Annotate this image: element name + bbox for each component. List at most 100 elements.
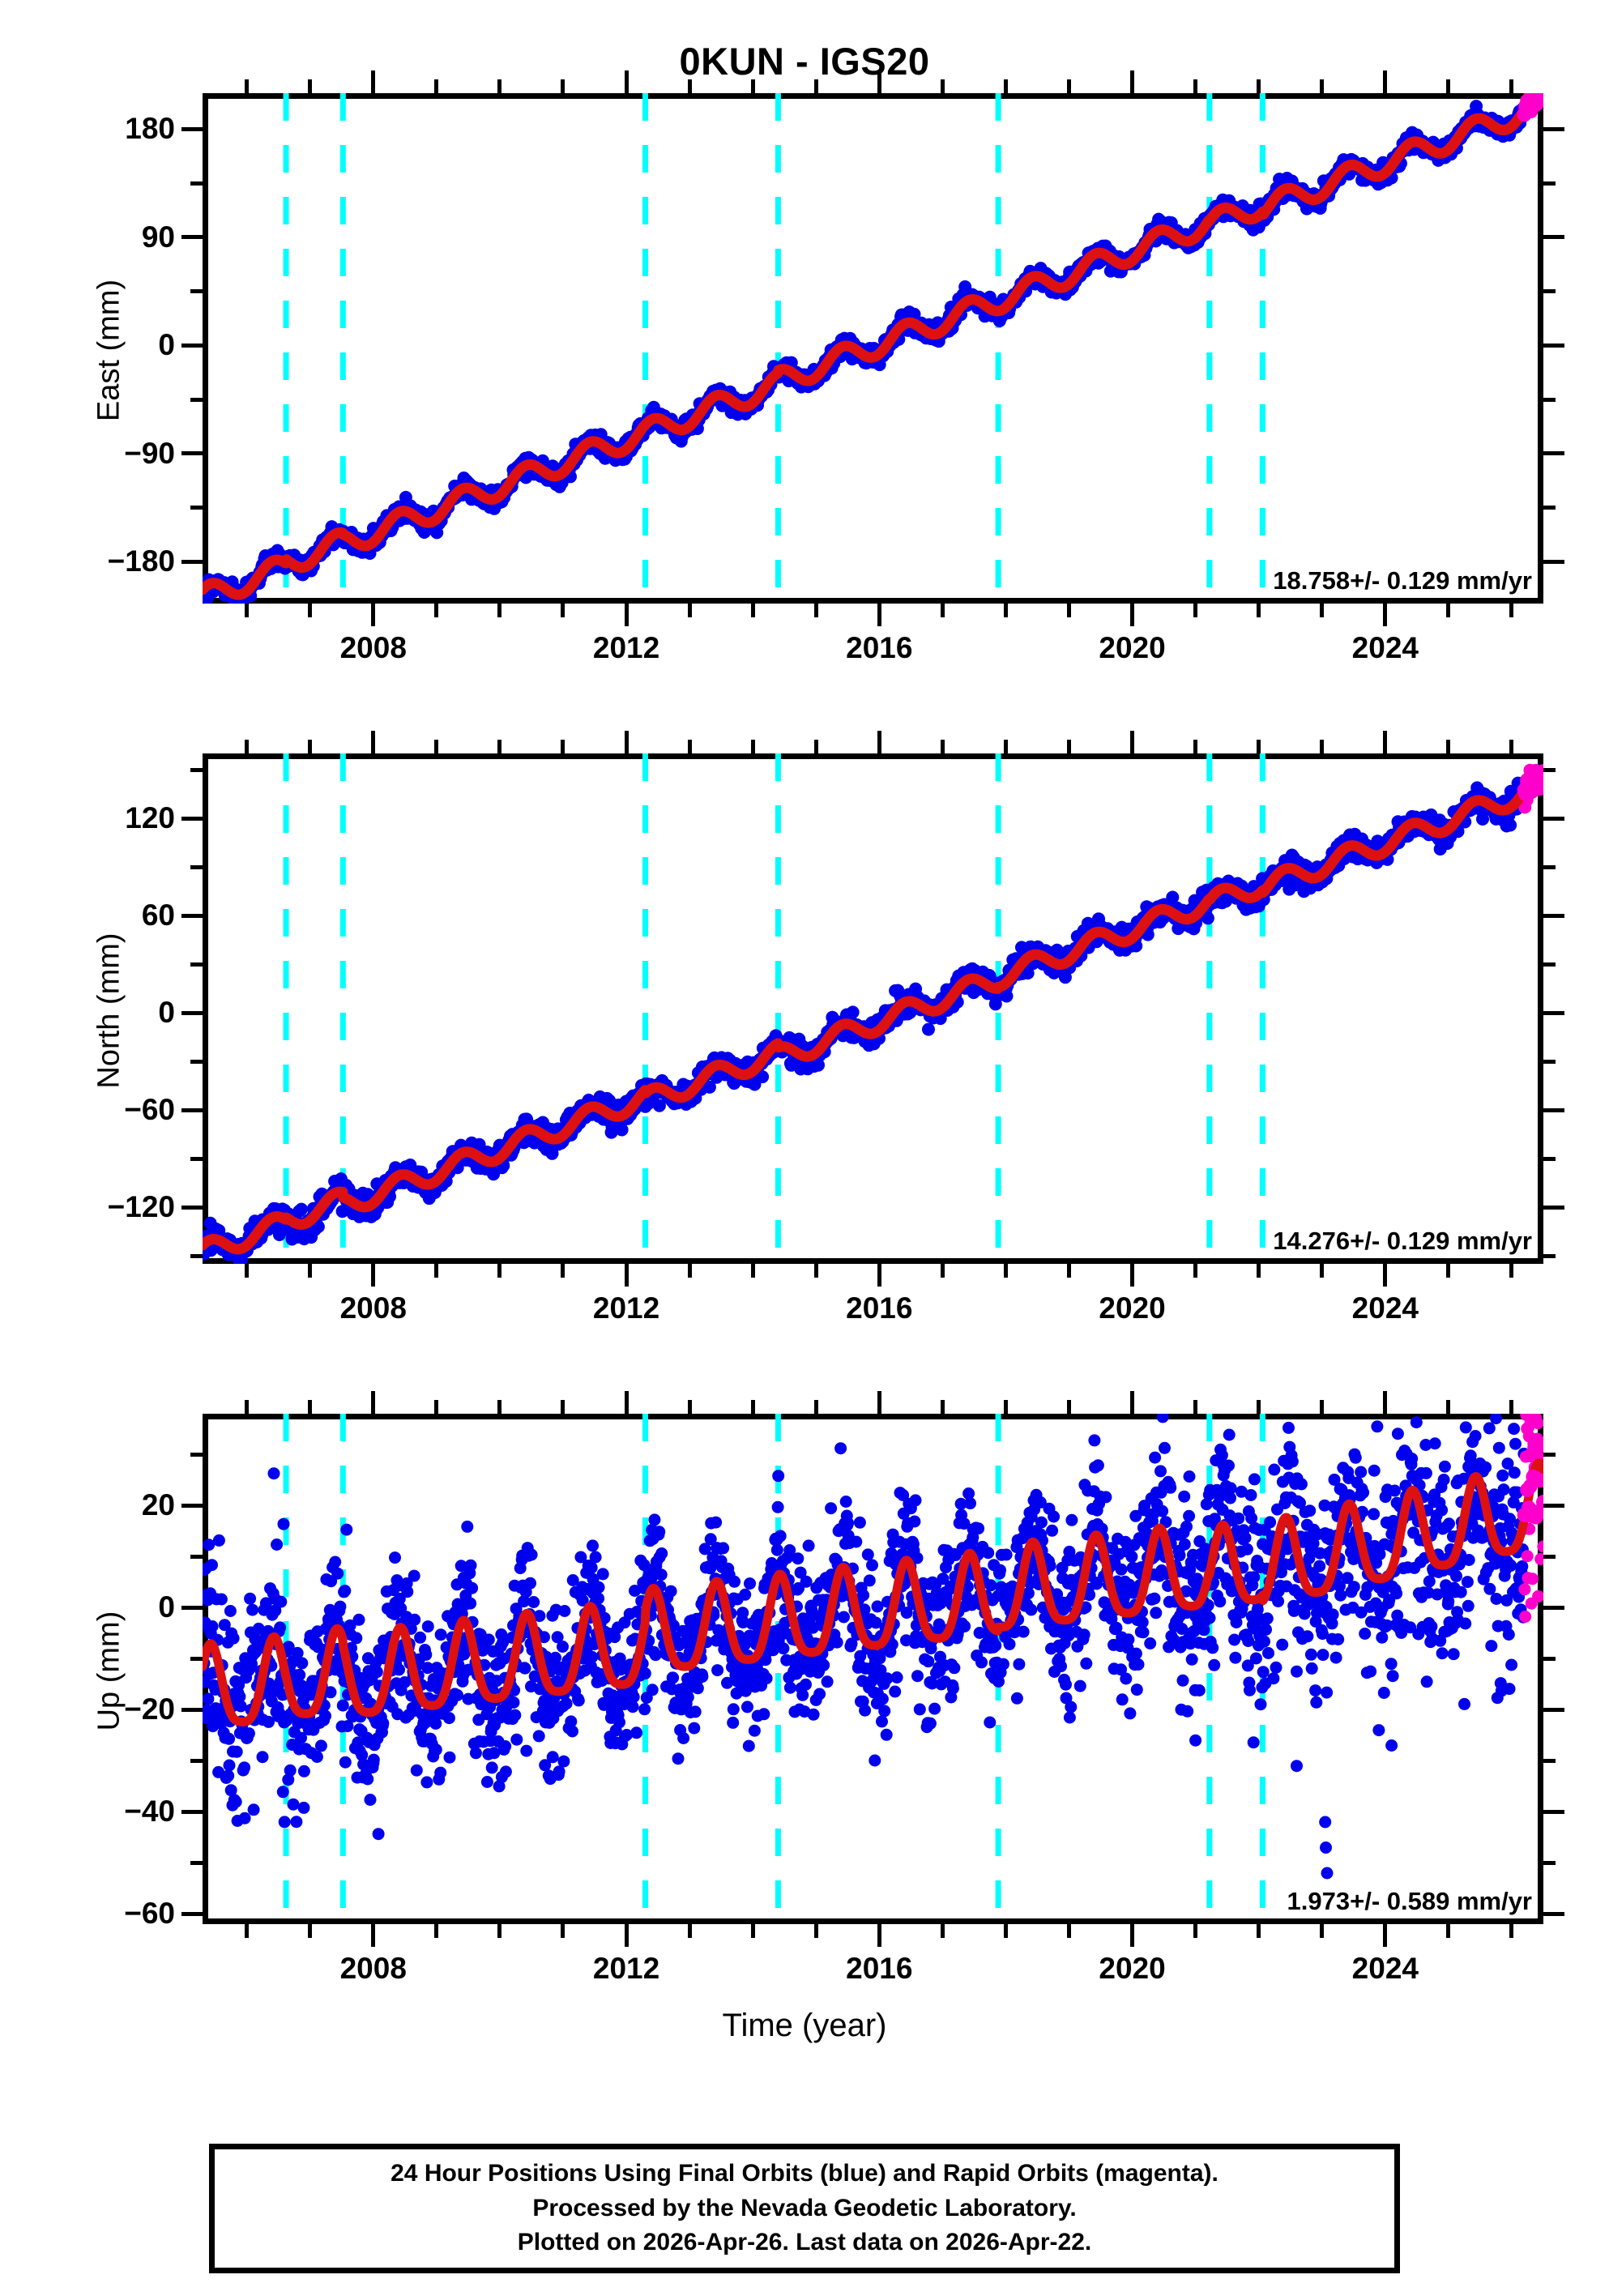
- east-ytick-minor: [190, 505, 203, 510]
- up-xtick-minor-top: [1193, 1400, 1198, 1414]
- east-xtick-major-top: [624, 70, 629, 93]
- east-ytick-minor-right: [1543, 289, 1556, 294]
- east-xtick-minor: [245, 604, 250, 617]
- north-ytick-minor: [190, 1253, 203, 1258]
- north-xtick-minor: [308, 1264, 313, 1278]
- north-ytick-major-right: [1543, 1010, 1564, 1015]
- east-rate-label: 18.758+/- 0.129 mm/yr: [1273, 566, 1532, 595]
- up-ytick-label: −40: [124, 1795, 175, 1829]
- up-xtick-major-top: [371, 1391, 376, 1414]
- up-xtick-minor-top: [497, 1400, 502, 1414]
- east-xtick-minor: [1509, 604, 1514, 617]
- north-xtick-minor: [813, 1264, 818, 1278]
- east-xtick-minor: [1067, 604, 1071, 617]
- north-xtick-minor: [750, 1264, 755, 1278]
- north-ytick-minor-right: [1543, 767, 1556, 772]
- up-ytick-minor: [190, 1758, 203, 1763]
- up-xtick-minor: [434, 1924, 439, 1938]
- up-ytick-label: 0: [158, 1590, 175, 1624]
- up-ytick-minor-right: [1543, 1758, 1556, 1763]
- east-xtick-label: 2012: [592, 631, 660, 664]
- east-xtick-minor-top: [1003, 79, 1008, 93]
- up-ytick-major: [181, 1503, 203, 1508]
- east-xtick-minor: [434, 604, 439, 617]
- north-xtick-major: [877, 1264, 881, 1287]
- up-xtick-minor-top: [434, 1400, 439, 1414]
- north-xtick-label: 2008: [339, 1291, 407, 1325]
- north-xtick-minor: [940, 1264, 945, 1278]
- up-xtick-minor: [1509, 1924, 1514, 1938]
- north-axis-title: North (mm): [92, 932, 126, 1089]
- up-xtick-minor-top: [308, 1400, 313, 1414]
- up-xtick-minor: [1193, 1924, 1198, 1938]
- up-xtick-major: [877, 1924, 881, 1947]
- north-ytick-label: 0: [158, 996, 175, 1029]
- east-ytick-major: [181, 343, 203, 348]
- up-xtick-major: [624, 1924, 629, 1947]
- north-ytick-major: [181, 1107, 203, 1112]
- east-xtick-minor: [940, 604, 945, 617]
- east-xtick-minor: [308, 604, 313, 617]
- up-xtick-label: 2016: [846, 1952, 913, 1985]
- up-xtick-minor: [750, 1924, 755, 1938]
- east-xtick-minor-top: [245, 79, 250, 93]
- east-ytick-major-right: [1543, 235, 1564, 240]
- north-xtick-minor: [1320, 1264, 1325, 1278]
- panel-east-plot-area: [203, 93, 1543, 604]
- north-ytick-major: [181, 913, 203, 918]
- up-xtick-major-top: [1383, 1391, 1388, 1414]
- east-xtick-minor-top: [1193, 79, 1198, 93]
- north-xtick-minor: [1509, 1264, 1514, 1278]
- north-ytick-major-right: [1543, 1205, 1564, 1210]
- north-data-canvas: [203, 753, 1543, 1264]
- east-ytick-major: [181, 235, 203, 240]
- up-data-canvas: [203, 1414, 1543, 1924]
- up-xtick-minor: [1320, 1924, 1325, 1938]
- up-ytick-minor-right: [1543, 1860, 1556, 1865]
- east-ytick-label: 0: [158, 328, 175, 362]
- up-ytick-minor-right: [1543, 1656, 1556, 1661]
- north-xtick-minor: [434, 1264, 439, 1278]
- up-xtick-minor-top: [1003, 1400, 1008, 1414]
- footer-line-3: Plotted on 2026-Apr-26. Last data on 202…: [517, 2229, 1092, 2256]
- up-xtick-minor-top: [750, 1400, 755, 1414]
- up-xtick-minor: [1067, 1924, 1071, 1938]
- east-xtick-minor-top: [687, 79, 692, 93]
- east-xtick-minor-top: [434, 79, 439, 93]
- up-xtick-minor-top: [1509, 1400, 1514, 1414]
- up-xtick-minor-top: [1320, 1400, 1325, 1414]
- east-xtick-major-top: [371, 70, 376, 93]
- up-xtick-minor-top: [687, 1400, 692, 1414]
- panel-north-plot-area: [203, 753, 1543, 1264]
- up-ytick-minor: [190, 1860, 203, 1865]
- north-xtick-minor: [245, 1264, 250, 1278]
- up-rate-label: 1.973+/- 0.589 mm/yr: [1287, 1887, 1532, 1915]
- north-xtick-label: 2012: [592, 1291, 660, 1325]
- north-xtick-minor: [1193, 1264, 1198, 1278]
- north-ytick-minor-right: [1543, 962, 1556, 967]
- east-xtick-minor: [1003, 604, 1008, 617]
- east-ytick-major-right: [1543, 559, 1564, 564]
- up-xtick-major: [1383, 1924, 1388, 1947]
- north-ytick-minor: [190, 962, 203, 967]
- up-ytick-label: 20: [141, 1488, 175, 1522]
- north-ytick-major: [181, 816, 203, 821]
- north-ytick-major-right: [1543, 1107, 1564, 1112]
- east-xtick-minor-top: [1446, 79, 1451, 93]
- east-ytick-minor: [190, 181, 203, 186]
- panel-east: East (mm) 18.758+/- 0.129 mm/yr 180 90 0 −9…: [92, 70, 1564, 664]
- up-xtick-minor-top: [1446, 1400, 1451, 1414]
- up-xtick-minor: [940, 1924, 945, 1938]
- up-xtick-minor-top: [813, 1400, 818, 1414]
- east-axis-title: East (mm): [92, 279, 126, 422]
- north-xtick-minor-top: [687, 740, 692, 753]
- north-xtick-label: 2020: [1099, 1291, 1166, 1325]
- east-xtick-minor-top: [308, 79, 313, 93]
- east-xtick-minor: [750, 604, 755, 617]
- footer-line-2: Processed by the Nevada Geodetic Laborat…: [532, 2194, 1077, 2221]
- north-ytick-minor: [190, 1156, 203, 1161]
- north-xtick-minor: [1067, 1264, 1071, 1278]
- north-ytick-label: 60: [141, 898, 175, 932]
- east-ytick-minor-right: [1543, 505, 1556, 510]
- east-xtick-major-top: [1130, 70, 1135, 93]
